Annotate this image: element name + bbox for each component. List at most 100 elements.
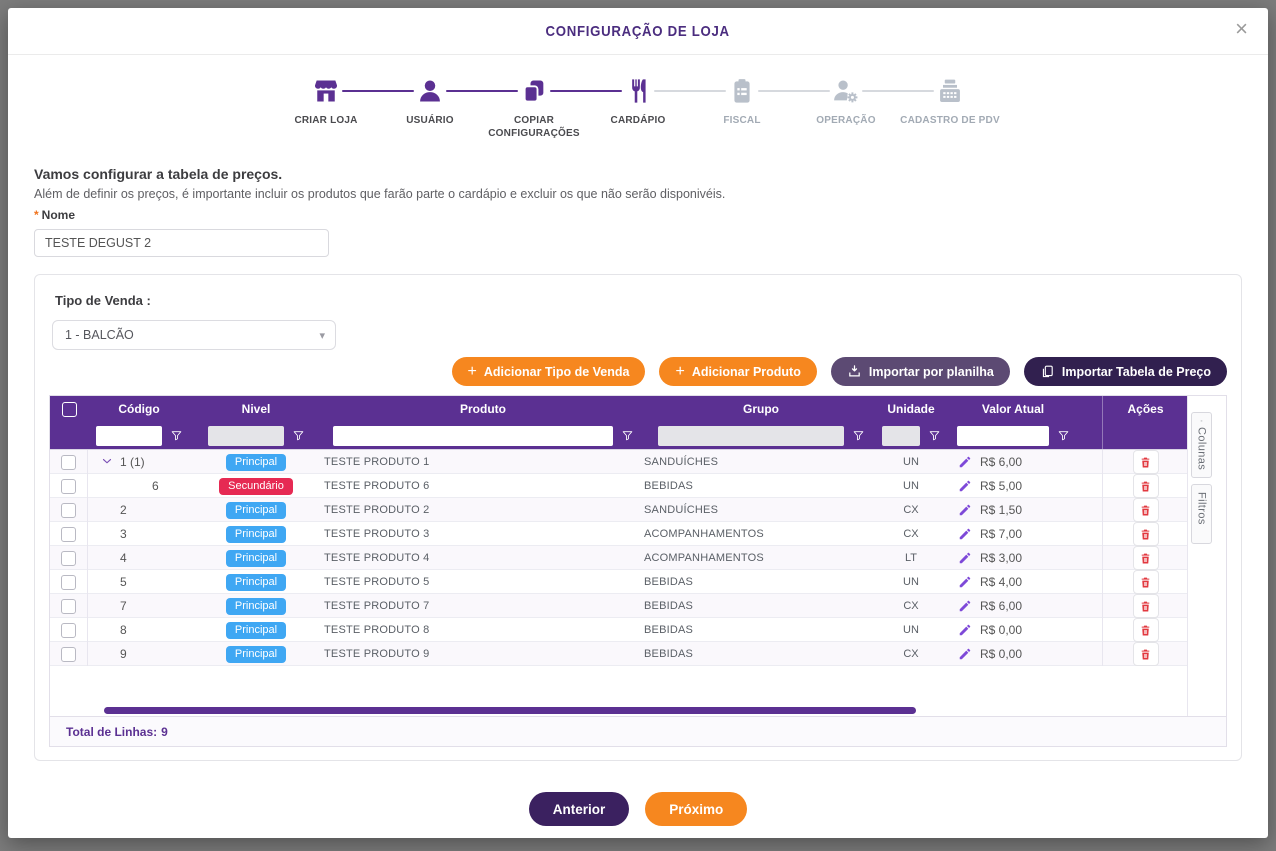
filter-funnel-icon[interactable] bbox=[621, 429, 634, 442]
edit-price-icon[interactable] bbox=[958, 599, 972, 613]
nivel-badge: Principal bbox=[225, 621, 287, 639]
stepper: CRIAR LOJA USUÁRIO COPIAR CONFIGURAÇÕES … bbox=[8, 77, 1268, 140]
edit-price-icon[interactable] bbox=[958, 575, 972, 589]
row-produto: TESTE PRODUTO 9 bbox=[324, 648, 430, 660]
step-label: FISCAL bbox=[723, 115, 761, 126]
filter-nivel-input bbox=[207, 425, 284, 446]
step-connector bbox=[446, 90, 518, 92]
add-product-button[interactable]: + Adicionar Produto bbox=[659, 357, 817, 386]
row-spacer bbox=[1082, 474, 1102, 498]
col-header-grupo[interactable]: Grupo bbox=[743, 402, 779, 416]
stepper-step[interactable]: USUÁRIO bbox=[342, 77, 482, 140]
tab-filtros[interactable]: Filtros bbox=[1191, 484, 1212, 544]
horizontal-scrollbar[interactable] bbox=[104, 706, 916, 714]
delete-row-button[interactable] bbox=[1132, 570, 1159, 594]
chevron-down-icon[interactable] bbox=[100, 454, 116, 470]
edit-price-icon[interactable] bbox=[958, 647, 972, 661]
row-produto: TESTE PRODUTO 7 bbox=[324, 600, 430, 612]
name-input[interactable] bbox=[34, 229, 329, 257]
delete-row-button[interactable] bbox=[1132, 498, 1159, 522]
row-checkbox[interactable] bbox=[61, 550, 76, 566]
row-produto: TESTE PRODUTO 5 bbox=[324, 576, 430, 588]
filter-funnel-icon[interactable] bbox=[852, 429, 865, 442]
col-header-produto[interactable]: Produto bbox=[460, 402, 506, 416]
filter-valor-input[interactable] bbox=[956, 425, 1049, 446]
row-checkbox[interactable] bbox=[61, 526, 76, 542]
row-checkbox[interactable] bbox=[61, 646, 76, 662]
trash-icon bbox=[1141, 649, 1150, 659]
row-valor: R$ 1,50 bbox=[980, 503, 1023, 517]
row-grupo: ACOMPANHAMENTOS bbox=[644, 552, 764, 564]
row-checkbox[interactable] bbox=[61, 502, 76, 518]
sale-type-select[interactable]: 1 - BALCÃO ▾ bbox=[52, 320, 336, 350]
stepper-step[interactable]: COPIAR CONFIGURAÇÕES bbox=[446, 77, 586, 140]
filter-funnel-icon[interactable] bbox=[292, 429, 305, 442]
plus-icon: + bbox=[467, 362, 477, 380]
row-grupo: BEBIDAS bbox=[644, 648, 694, 660]
row-codigo: 3 bbox=[120, 527, 127, 541]
tab-colunas[interactable]: Colunas bbox=[1191, 412, 1212, 478]
edit-price-icon[interactable] bbox=[958, 503, 972, 517]
delete-row-button[interactable] bbox=[1132, 618, 1159, 642]
nivel-badge: Principal bbox=[225, 453, 287, 471]
trash-icon bbox=[1141, 481, 1150, 491]
required-asterisk: * bbox=[34, 208, 39, 222]
delete-row-button[interactable] bbox=[1132, 522, 1159, 546]
stepper-step[interactable]: CARDÁPIO bbox=[550, 77, 690, 140]
row-grupo: SANDUÍCHES bbox=[644, 456, 719, 468]
nivel-badge: Secundário bbox=[219, 477, 293, 495]
delete-row-button[interactable] bbox=[1132, 642, 1159, 666]
trash-icon bbox=[1141, 577, 1150, 587]
copy-icon bbox=[520, 77, 548, 105]
stepper-step[interactable]: CADASTRO DE PDV bbox=[862, 77, 1002, 140]
filter-funnel-icon[interactable] bbox=[928, 429, 941, 442]
edit-price-icon[interactable] bbox=[958, 623, 972, 637]
col-header-nivel[interactable]: Nivel bbox=[241, 402, 271, 416]
nivel-badge: Principal bbox=[225, 573, 287, 591]
row-spacer bbox=[1082, 546, 1102, 570]
table-row: 7 Principal TESTE PRODUTO 7 BEBIDAS CX R… bbox=[50, 594, 1187, 618]
add-sale-type-button[interactable]: + Adicionar Tipo de Venda bbox=[451, 357, 646, 386]
edit-price-icon[interactable] bbox=[958, 455, 972, 469]
row-codigo: 4 bbox=[120, 551, 127, 565]
stepper-step[interactable]: CRIAR LOJA bbox=[274, 77, 378, 140]
filter-codigo-input[interactable] bbox=[95, 425, 162, 446]
stepper-step[interactable]: FISCAL bbox=[654, 77, 794, 140]
filter-funnel-icon[interactable] bbox=[1057, 429, 1070, 442]
delete-row-button[interactable] bbox=[1132, 450, 1159, 474]
delete-row-button[interactable] bbox=[1132, 594, 1159, 618]
wizard-nav: Anterior Próximo bbox=[8, 792, 1268, 826]
edit-price-icon[interactable] bbox=[958, 479, 972, 493]
next-button[interactable]: Próximo bbox=[645, 792, 748, 826]
row-checkbox[interactable] bbox=[61, 574, 76, 590]
row-codigo: 5 bbox=[120, 575, 127, 589]
import-price-table-button[interactable]: Importar Tabela de Preço bbox=[1023, 357, 1227, 386]
row-checkbox[interactable] bbox=[61, 454, 76, 470]
menu-utensils-icon bbox=[624, 77, 652, 105]
row-checkbox[interactable] bbox=[61, 598, 76, 614]
edit-price-icon[interactable] bbox=[958, 551, 972, 565]
delete-row-button[interactable] bbox=[1132, 546, 1159, 570]
filter-produto-input[interactable] bbox=[332, 425, 613, 446]
delete-row-button[interactable] bbox=[1132, 474, 1159, 498]
step-label: OPERAÇÃO bbox=[816, 115, 876, 126]
row-checkbox[interactable] bbox=[61, 478, 76, 494]
row-produto: TESTE PRODUTO 4 bbox=[324, 552, 430, 564]
col-header-unidade[interactable]: Unidade bbox=[887, 402, 935, 416]
row-codigo: 9 bbox=[120, 647, 127, 661]
row-codigo: 6 bbox=[152, 479, 159, 493]
previous-button[interactable]: Anterior bbox=[528, 792, 630, 826]
row-checkbox[interactable] bbox=[61, 622, 76, 638]
select-all-checkbox[interactable] bbox=[61, 401, 77, 417]
col-header-codigo[interactable]: Código bbox=[118, 402, 160, 416]
total-rows-label: Total de Linhas: bbox=[66, 724, 158, 739]
import-spreadsheet-button[interactable]: Importar por planilha bbox=[830, 357, 1010, 386]
col-header-valor[interactable]: Valor Atual bbox=[981, 402, 1045, 416]
edit-price-icon[interactable] bbox=[958, 527, 972, 541]
row-unidade: CX bbox=[903, 528, 919, 540]
row-valor: R$ 6,00 bbox=[980, 455, 1023, 469]
stepper-step[interactable]: OPERAÇÃO bbox=[758, 77, 898, 140]
close-icon[interactable]: × bbox=[1235, 16, 1248, 41]
filter-funnel-icon[interactable] bbox=[170, 429, 183, 442]
plus-icon: + bbox=[675, 362, 685, 380]
